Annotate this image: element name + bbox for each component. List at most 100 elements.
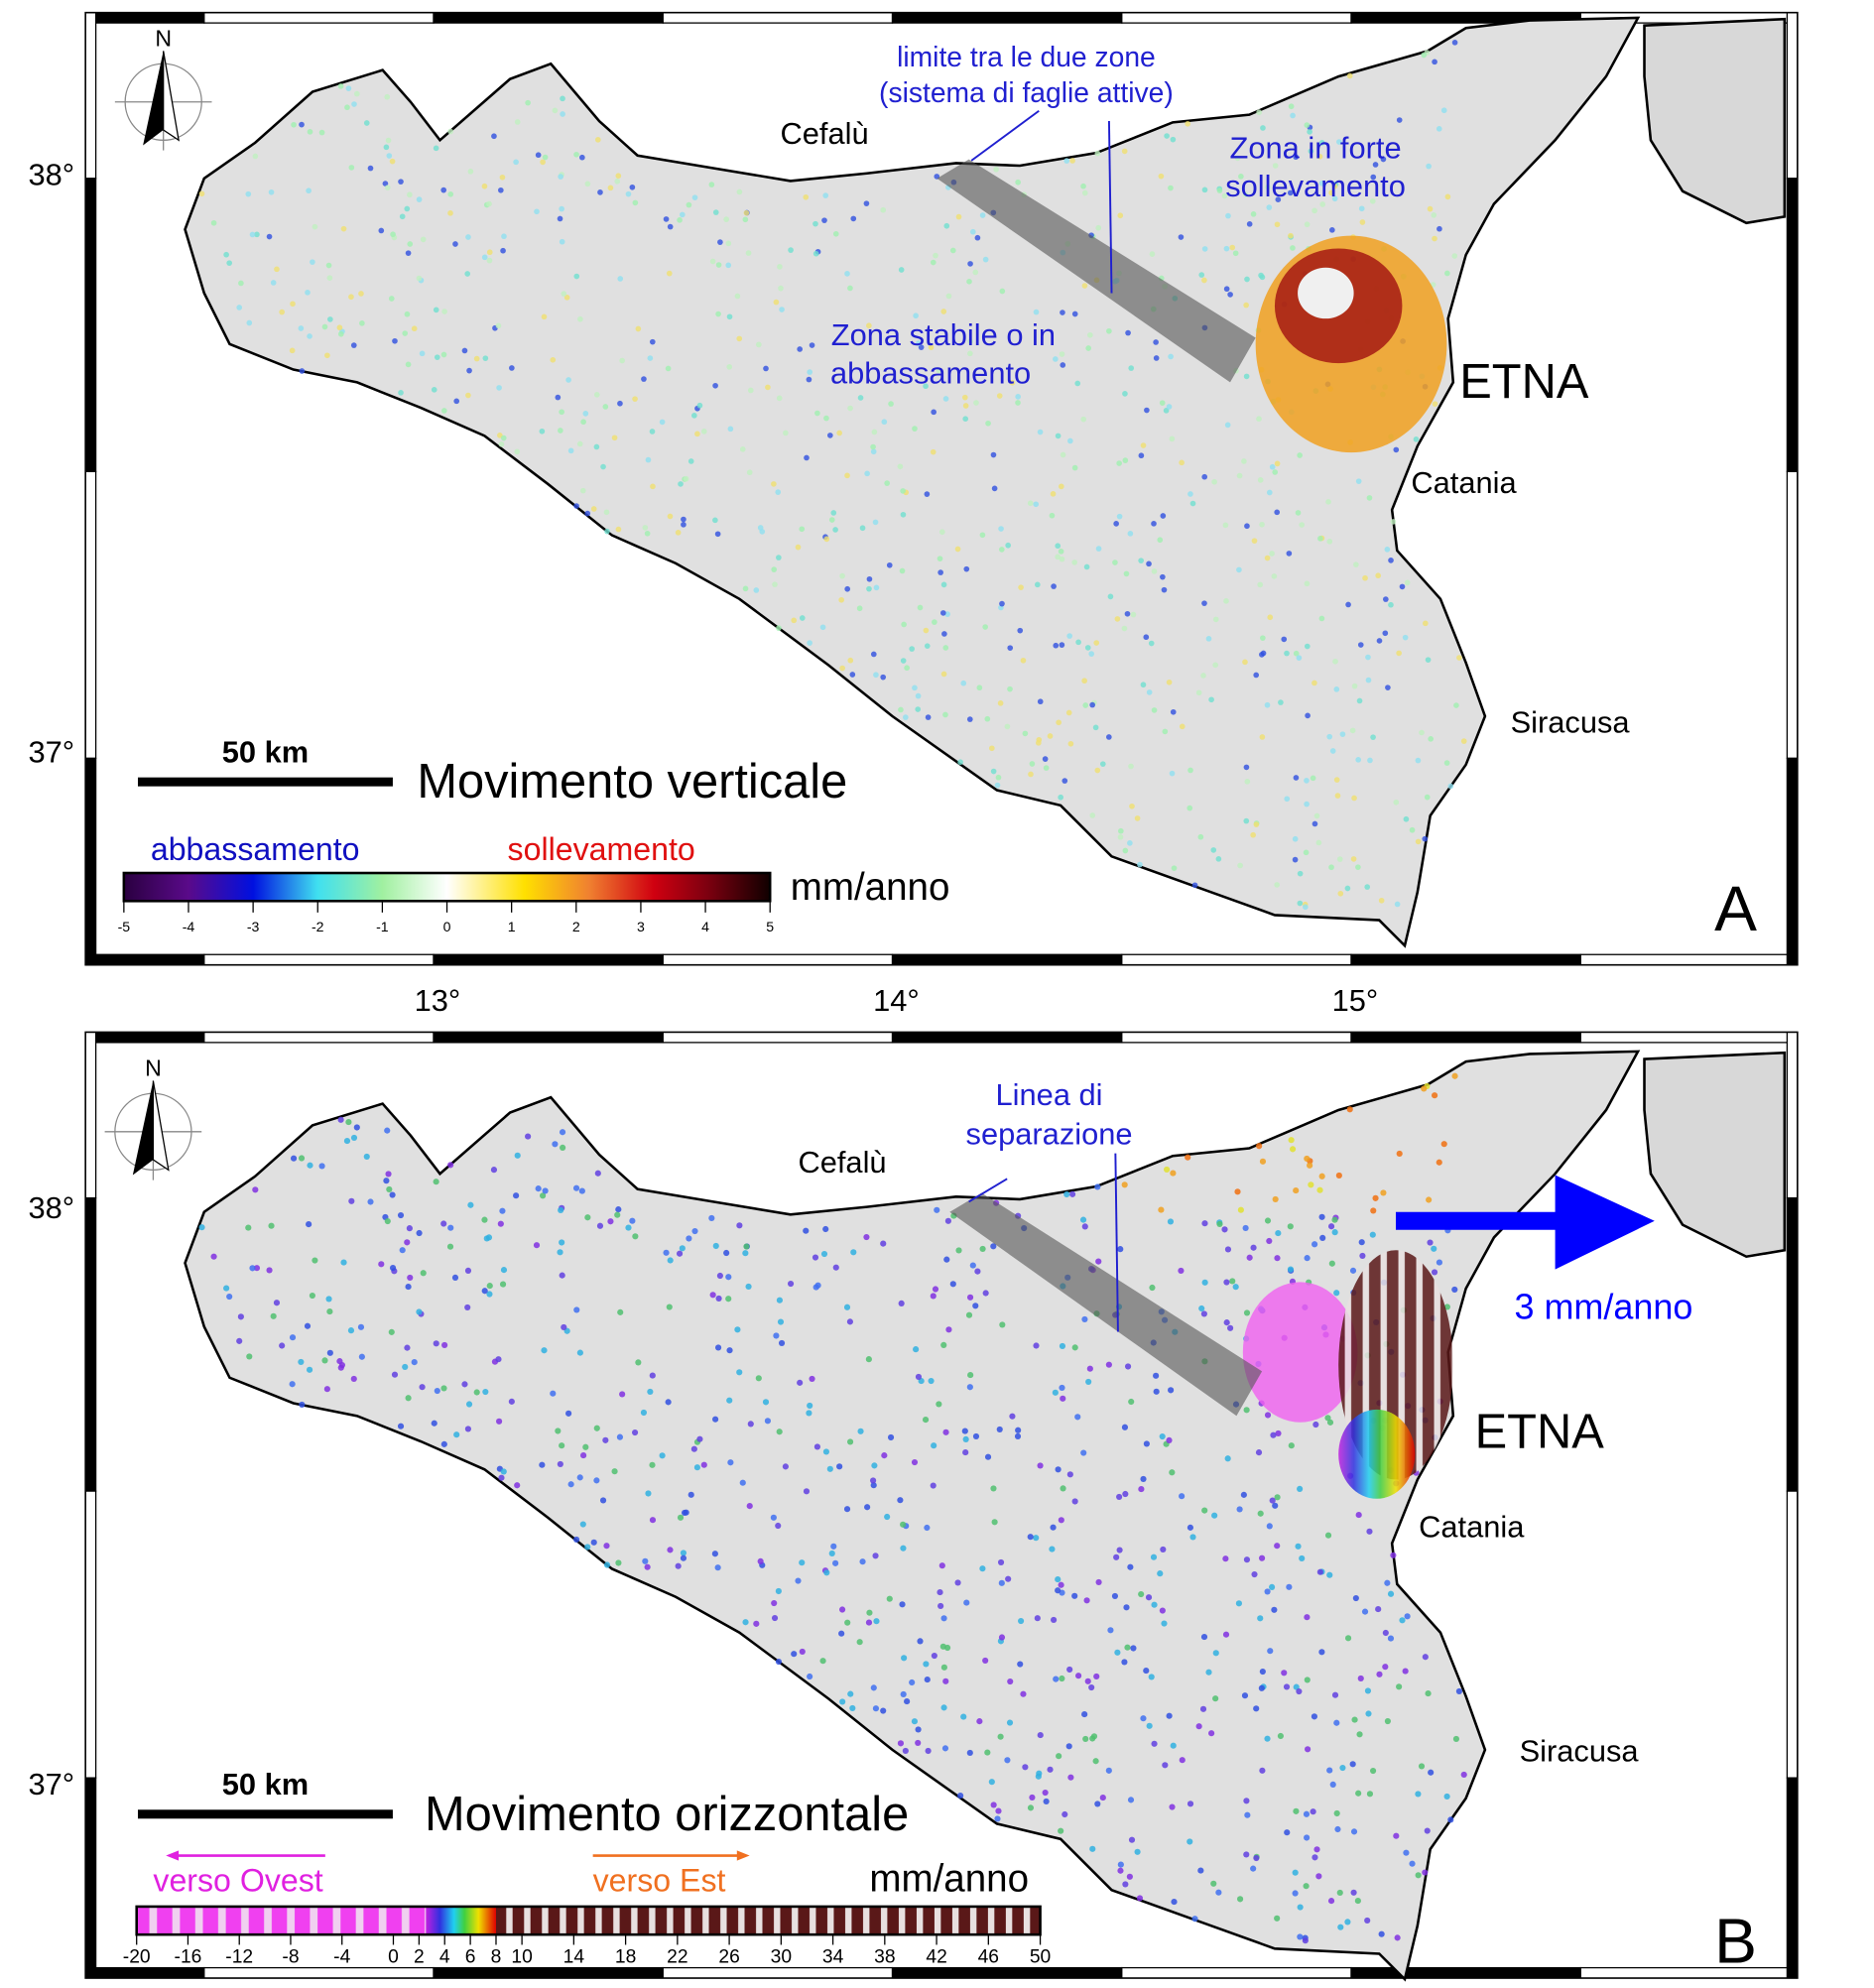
data-point <box>1253 1854 1260 1862</box>
colorbar-tick-label: -2 <box>312 919 324 934</box>
data-point <box>711 1551 718 1557</box>
data-point <box>915 1739 922 1747</box>
data-point <box>897 1497 904 1504</box>
data-point <box>988 745 995 752</box>
data-point <box>1366 1528 1373 1535</box>
data-point <box>500 435 507 441</box>
data-point <box>1159 400 1166 406</box>
data-point <box>1007 1677 1014 1685</box>
data-point <box>1257 1510 1264 1517</box>
data-point <box>757 525 764 531</box>
data-point <box>1234 1188 1241 1195</box>
data-point <box>350 1134 358 1142</box>
data-point <box>1318 1213 1325 1220</box>
data-point <box>559 1239 565 1246</box>
data-point <box>1071 1592 1078 1599</box>
data-point <box>1211 478 1217 485</box>
data-point <box>498 186 504 193</box>
data-point <box>558 428 563 434</box>
data-point <box>1258 272 1264 279</box>
data-point <box>1017 1661 1024 1668</box>
data-point <box>307 333 312 339</box>
data-point <box>982 256 989 263</box>
data-point <box>540 159 546 166</box>
data-point <box>806 1410 812 1417</box>
data-point <box>327 316 333 322</box>
data-point <box>972 269 979 276</box>
data-point <box>717 239 723 245</box>
data-point <box>939 610 946 616</box>
data-point <box>1356 1731 1363 1738</box>
data-point <box>1357 642 1364 648</box>
data-point <box>291 121 297 128</box>
data-point <box>1153 339 1159 345</box>
data-point <box>486 200 492 207</box>
data-point <box>1272 1195 1279 1203</box>
data-point <box>791 1651 798 1658</box>
colorbar-tick-label: 4 <box>701 919 709 934</box>
data-point <box>1138 1486 1145 1493</box>
data-point <box>1265 184 1271 190</box>
data-point <box>864 470 870 477</box>
data-point <box>1234 155 1241 162</box>
data-point <box>490 1167 498 1174</box>
data-point <box>1128 365 1135 371</box>
data-point <box>904 1698 911 1705</box>
data-point <box>847 285 853 292</box>
data-point <box>739 445 746 452</box>
data-point <box>681 516 687 523</box>
data-point <box>1329 1781 1336 1788</box>
data-point <box>1140 1475 1147 1483</box>
data-point <box>1326 539 1333 545</box>
data-point <box>1082 1735 1089 1742</box>
data-point <box>1205 636 1212 642</box>
scale-bar <box>137 1809 393 1819</box>
data-point <box>957 759 963 766</box>
data-point <box>447 190 454 197</box>
data-point <box>1274 1255 1281 1262</box>
data-point <box>776 555 782 560</box>
data-point <box>1056 1753 1062 1760</box>
data-point <box>775 489 782 495</box>
data-point <box>1205 1669 1212 1676</box>
data-point <box>937 569 943 575</box>
data-point <box>962 403 969 409</box>
data-point <box>1333 1809 1340 1817</box>
data-point <box>904 665 910 672</box>
data-point <box>1099 761 1106 768</box>
data-point <box>1425 657 1432 663</box>
data-point <box>995 774 1002 781</box>
data-point <box>1331 1691 1339 1698</box>
data-point <box>1275 1230 1282 1237</box>
data-point <box>578 1187 585 1194</box>
data-point <box>486 1291 493 1298</box>
data-point <box>988 1779 995 1786</box>
data-point <box>1212 1650 1219 1657</box>
data-point <box>806 376 812 383</box>
data-point <box>1042 1789 1049 1797</box>
data-point <box>903 714 909 720</box>
data-point <box>778 285 784 292</box>
data-point <box>1015 394 1021 400</box>
data-point <box>1243 1407 1250 1414</box>
data-point <box>1130 1645 1137 1652</box>
data-point <box>541 1347 548 1354</box>
data-point <box>279 1342 286 1349</box>
data-point <box>997 1558 1005 1566</box>
data-point <box>1015 179 1021 186</box>
data-point <box>915 692 922 699</box>
frame-tick <box>433 1966 664 1979</box>
data-point <box>1085 1378 1092 1385</box>
data-point <box>486 249 493 256</box>
data-point <box>1250 1244 1257 1251</box>
data-point <box>1107 1627 1114 1634</box>
data-point <box>1199 1705 1207 1712</box>
data-point <box>252 1186 259 1193</box>
data-point <box>887 1433 895 1441</box>
data-point <box>755 1375 762 1382</box>
data-point <box>1313 812 1320 819</box>
data-point <box>884 480 890 486</box>
colorbar-tick-label: -5 <box>118 919 131 934</box>
data-point <box>611 435 618 441</box>
data-point <box>433 1340 439 1347</box>
